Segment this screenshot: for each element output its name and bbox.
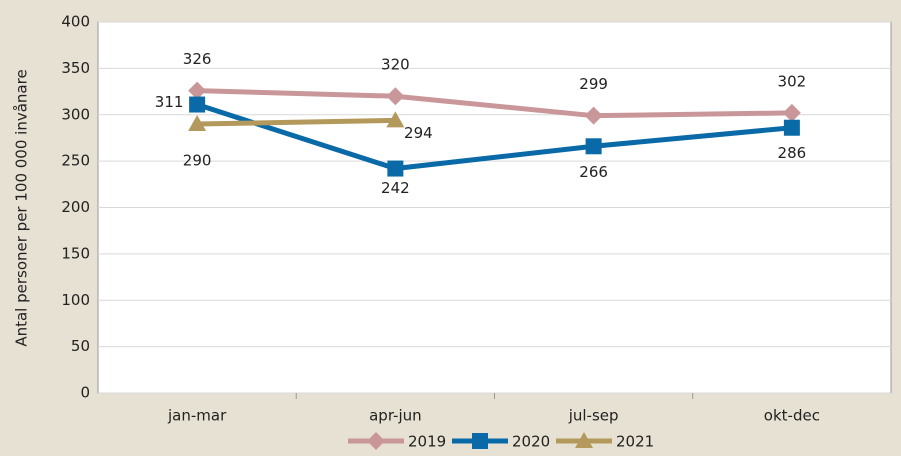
data-label: 242 bbox=[381, 179, 410, 197]
data-label: 286 bbox=[778, 144, 807, 162]
x-tick-label: jan-mar bbox=[167, 407, 227, 425]
legend-label: 2021 bbox=[616, 433, 654, 451]
data-point bbox=[585, 138, 602, 155]
data-label: 326 bbox=[183, 50, 212, 68]
y-tick-label: 300 bbox=[61, 105, 90, 123]
y-tick-label: 150 bbox=[61, 244, 90, 262]
legend-label: 2019 bbox=[408, 433, 446, 451]
data-label: 302 bbox=[778, 72, 807, 90]
series-line bbox=[197, 88, 792, 119]
y-tick-label: 100 bbox=[61, 291, 90, 309]
data-point bbox=[584, 106, 603, 125]
data-point bbox=[188, 81, 207, 100]
data-label: 299 bbox=[579, 75, 608, 93]
data-label: 320 bbox=[381, 56, 410, 74]
data-point bbox=[783, 119, 800, 136]
series-line bbox=[196, 102, 793, 172]
y-tick-label: 250 bbox=[61, 152, 90, 170]
y-tick-label: 200 bbox=[61, 198, 90, 216]
y-tick-label: 0 bbox=[80, 384, 90, 402]
legend-marker bbox=[575, 432, 593, 448]
data-label: 266 bbox=[579, 163, 608, 181]
data-point bbox=[188, 115, 207, 132]
data-point bbox=[386, 87, 405, 106]
data-label: 290 bbox=[183, 152, 212, 170]
data-label: 311 bbox=[155, 93, 184, 111]
x-tick-label: apr-jun bbox=[369, 407, 422, 425]
legend-marker bbox=[367, 432, 385, 450]
data-point bbox=[189, 96, 206, 113]
y-tick-label: 400 bbox=[61, 13, 90, 31]
y-tick-label: 350 bbox=[61, 59, 90, 77]
data-label: 294 bbox=[404, 124, 433, 142]
y-axis-title: Antal personer per 100 000 invånare bbox=[13, 69, 31, 346]
y-tick-label: 50 bbox=[71, 337, 90, 355]
data-point bbox=[386, 111, 405, 128]
x-tick-label: jul-sep bbox=[568, 407, 619, 425]
legend-label: 2020 bbox=[512, 433, 550, 451]
series-line bbox=[197, 117, 396, 127]
legend-marker bbox=[472, 433, 488, 449]
data-point bbox=[782, 103, 801, 122]
x-tick-label: okt-dec bbox=[764, 407, 820, 425]
data-point bbox=[387, 160, 404, 177]
